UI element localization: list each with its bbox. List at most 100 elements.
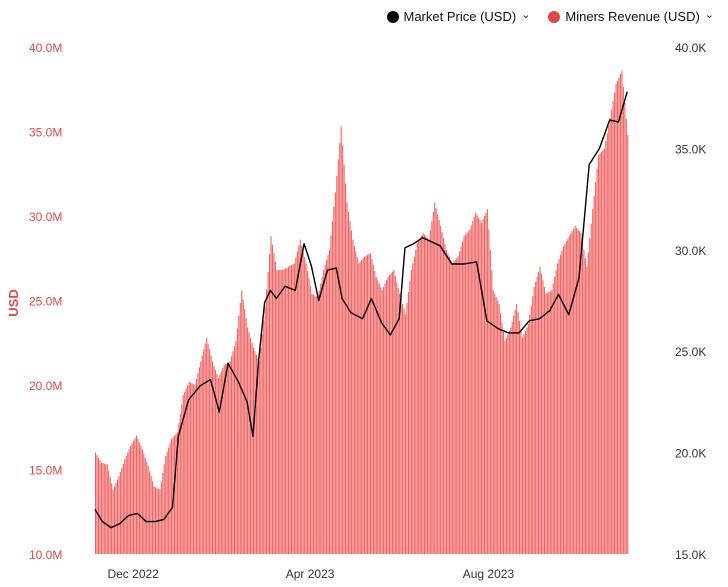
revenue-bar (369, 253, 371, 554)
revenue-bar (169, 443, 171, 554)
revenue-bar (191, 383, 193, 554)
revenue-bar (516, 303, 518, 554)
revenue-bar (508, 330, 510, 554)
revenue-bar (182, 395, 184, 554)
revenue-bar (122, 463, 124, 554)
revenue-bar (546, 292, 548, 554)
revenue-bar (418, 240, 420, 554)
revenue-bar (198, 367, 200, 554)
revenue-bar (413, 256, 415, 554)
right-tick-label: 40.0K (675, 41, 706, 55)
revenue-bar (323, 270, 325, 554)
revenue-bar (254, 351, 256, 554)
revenue-bar (138, 442, 140, 554)
revenue-bar (175, 434, 177, 554)
revenue-bar (526, 327, 528, 554)
revenue-bar (185, 388, 187, 554)
legend-item-market-price[interactable]: Market Price (USD) ⌄ (386, 9, 531, 24)
right-tick-label: 20.0K (675, 447, 706, 461)
legend-item-miners-revenue[interactable]: Miners Revenue (USD) ⌄ (548, 9, 714, 24)
revenue-bar (150, 476, 152, 554)
revenue-bar (317, 297, 319, 554)
revenue-bar (242, 299, 244, 554)
revenue-bar (241, 290, 243, 554)
revenue-bar (501, 322, 503, 554)
revenue-bar (258, 361, 260, 554)
revenue-bar (457, 256, 459, 554)
revenue-bar (111, 483, 113, 554)
revenue-bar (597, 155, 600, 554)
revenue-bar (194, 385, 196, 554)
revenue-bar (502, 331, 505, 554)
legend: Market Price (USD) ⌄ Miners Revenue (USD… (386, 9, 714, 24)
revenue-bar (539, 266, 541, 554)
revenue-bar (239, 303, 241, 554)
revenue-bar (307, 270, 309, 554)
revenue-bar (554, 276, 556, 554)
revenue-bar (472, 221, 474, 554)
revenue-bar (375, 276, 377, 554)
revenue-bar (488, 229, 490, 554)
revenue-bar (587, 252, 589, 554)
revenue-bar (483, 216, 486, 554)
revenue-bar (599, 153, 601, 554)
revenue-bar (399, 293, 401, 554)
revenue-bar (347, 211, 350, 554)
revenue-bar (410, 270, 412, 554)
revenue-bar (133, 440, 135, 554)
revenue-bar (415, 249, 417, 555)
revenue-bar (551, 290, 553, 554)
revenue-bar (137, 439, 139, 554)
revenue-bar (217, 378, 219, 554)
revenue-bar (154, 487, 157, 554)
revenue-bar (124, 459, 126, 554)
revenue-bar (437, 214, 439, 554)
revenue-bar (511, 321, 513, 555)
revenue-bar (127, 452, 129, 554)
chevron-down-icon[interactable]: ⌄ (704, 9, 714, 21)
revenue-bar (453, 261, 455, 554)
revenue-bar (163, 464, 165, 554)
x-tick-label: Aug 2023 (463, 567, 515, 581)
revenue-bar (176, 432, 178, 554)
revenue-bar (330, 235, 332, 554)
revenue-bar (188, 381, 190, 554)
revenue-bar (464, 234, 467, 554)
revenue-bar (141, 449, 143, 554)
revenue-bar (571, 231, 573, 554)
revenue-bar (426, 237, 429, 554)
revenue-bar (181, 404, 183, 554)
revenue-bar (337, 159, 339, 554)
revenue-bar (195, 379, 197, 554)
revenue-bar (214, 369, 217, 554)
revenue-bar (570, 233, 572, 554)
revenue-bar (416, 243, 418, 555)
revenue-bar (593, 195, 595, 554)
revenue-bar (327, 254, 329, 554)
revenue-bar (248, 332, 250, 554)
revenue-bar (519, 320, 521, 554)
revenue-bar (166, 451, 168, 554)
revenue-bar (504, 341, 506, 554)
revenue-bar (371, 259, 373, 554)
revenue-bar (146, 461, 148, 554)
revenue-bar (529, 314, 531, 554)
revenue-bar (296, 251, 298, 555)
revenue-bar (536, 276, 538, 554)
revenue-bar (602, 150, 604, 554)
revenue-bar (213, 365, 215, 554)
revenue-bar (466, 232, 468, 554)
revenue-bar (362, 258, 364, 554)
revenue-bar (459, 251, 461, 555)
chevron-down-icon[interactable]: ⌄ (521, 9, 531, 21)
revenue-bar (523, 334, 525, 554)
revenue-bar (220, 371, 222, 554)
revenue-bar (584, 258, 586, 554)
revenue-bar (125, 455, 127, 554)
revenue-bar (600, 151, 603, 554)
revenue-bar (447, 253, 449, 554)
revenue-bar (358, 263, 360, 554)
revenue-bar (378, 283, 380, 554)
revenue-bar (346, 202, 348, 555)
